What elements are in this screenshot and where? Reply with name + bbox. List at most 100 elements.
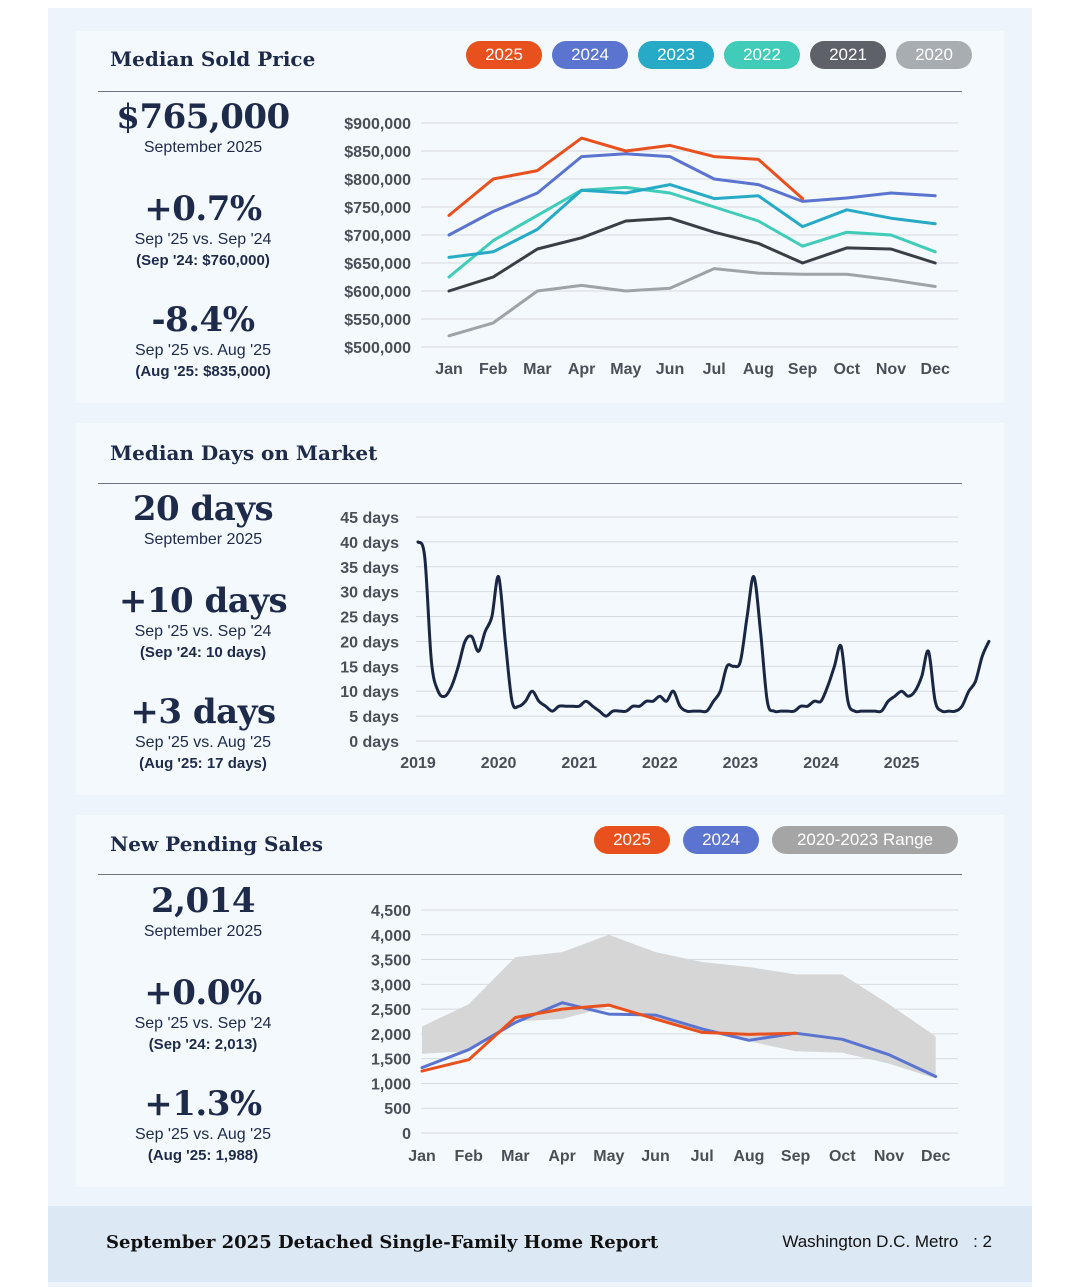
- dom-stats: 20 days September 2025 +10 days Sep '25 …: [98, 423, 308, 795]
- yoy-change: +10 days: [118, 581, 288, 621]
- series-line-2023: [447, 183, 937, 259]
- price-stats: $765,000 September 2025 +0.7% Sep '25 vs…: [98, 31, 308, 403]
- panel-title: New Pending Sales: [110, 832, 324, 856]
- dom-chart: 0 days 5 days 10 days 15 days 20 days 25 days…: [340, 510, 991, 772]
- pending-legend: 2025 2024 2020-2023 Range: [594, 826, 958, 856]
- y-tick-label: $850,000: [344, 144, 411, 161]
- mom-reference: (Aug '25: 1,988): [147, 1147, 259, 1164]
- series-line-2024: [447, 152, 937, 237]
- x-tick-label: Aug: [743, 361, 774, 378]
- x-tick-label: Sep: [788, 361, 818, 378]
- x-tick-label: Aug: [733, 1148, 764, 1165]
- y-tick-label: $650,000: [344, 256, 411, 273]
- dom-series-line: [416, 540, 991, 718]
- price-chart: $500,000 $550,000 $600,000 $650,000 $700,000…: [344, 116, 958, 378]
- y-tick-label: 20 days: [340, 634, 399, 651]
- y-tick-label: 5 days: [349, 709, 399, 726]
- x-tick-label: Mar: [523, 361, 551, 378]
- x-tick-label: Sep: [781, 1148, 811, 1165]
- x-tick-label: May: [593, 1148, 624, 1165]
- mom-reference: (Aug '25: $835,000): [135, 363, 271, 380]
- y-tick-label: 2,500: [371, 1002, 411, 1019]
- x-tick-label: Apr: [568, 361, 596, 378]
- series-line-2021: [447, 216, 937, 293]
- x-tick-label: 2022: [642, 755, 678, 772]
- x-tick-label: 2020: [481, 755, 517, 772]
- title-divider: [98, 874, 962, 875]
- x-tick-label: Jun: [641, 1148, 669, 1165]
- y-tick-label: 500: [384, 1101, 411, 1118]
- median-sold-price-panel: Median Sold Price 2025 2024 2023 2022 20…: [76, 31, 1004, 403]
- y-tick-label: 3,500: [371, 953, 411, 970]
- yoy-change: +0.0%: [144, 973, 262, 1013]
- x-tick-label: Feb: [454, 1148, 483, 1165]
- series-line-2022: [447, 185, 937, 279]
- legend-2021[interactable]: 2021: [810, 41, 886, 69]
- yoy-reference: (Sep '24: $760,000): [136, 252, 270, 269]
- legend-2023[interactable]: 2023: [638, 41, 714, 69]
- y-tick-label: $700,000: [344, 228, 411, 245]
- y-tick-label: $500,000: [344, 340, 411, 357]
- x-tick-label: 2021: [561, 755, 597, 772]
- legend-2024[interactable]: 2024: [552, 41, 628, 69]
- legend-2020[interactable]: 2020: [896, 41, 972, 69]
- y-tick-label: 15 days: [340, 659, 399, 676]
- y-tick-label: 45 days: [340, 510, 399, 527]
- main-label: September 2025: [143, 923, 263, 940]
- y-tick-label: 25 days: [340, 610, 399, 627]
- mom-change: +1.3%: [144, 1084, 262, 1124]
- mom-change: -8.4%: [151, 300, 255, 340]
- x-tick-label: 2023: [723, 755, 759, 772]
- y-tick-label: $800,000: [344, 172, 411, 189]
- x-tick-label: Jan: [408, 1148, 436, 1165]
- series-line-2025: [447, 136, 805, 217]
- y-tick-label: $600,000: [344, 284, 411, 301]
- price-legend: 2025 2024 2023 2022 2021 2020: [466, 41, 972, 71]
- footer-region: Washington D.C. Metro : 2: [782, 1232, 992, 1252]
- legend-2025[interactable]: 2025: [594, 826, 670, 854]
- series-line-2025: [420, 1003, 798, 1073]
- x-tick-label: 2024: [803, 755, 839, 772]
- y-tick-label: 2,000: [371, 1027, 411, 1044]
- report-title: September 2025 Detached Single-Family Ho…: [106, 1232, 659, 1253]
- region-name: Washington D.C. Metro: [782, 1232, 959, 1251]
- y-tick-label: 1,500: [371, 1052, 411, 1069]
- legend-2024[interactable]: 2024: [683, 826, 759, 854]
- yoy-label: Sep '25 vs. Sep '24: [134, 1015, 272, 1032]
- panel-title: Median Sold Price: [110, 47, 316, 71]
- x-tick-label: Feb: [479, 361, 508, 378]
- y-tick-label: $550,000: [344, 312, 411, 329]
- main-value: $765,000: [116, 97, 290, 137]
- main-label: September 2025: [143, 531, 263, 548]
- report-footer: September 2025 Detached Single-Family Ho…: [48, 1206, 1032, 1282]
- x-tick-label: Jul: [703, 361, 726, 378]
- y-tick-label: 4,500: [371, 903, 411, 920]
- x-tick-label: Dec: [921, 361, 950, 378]
- report-page: Median Sold Price 2025 2024 2023 2022 20…: [48, 8, 1032, 1287]
- yoy-change: +0.7%: [144, 189, 262, 229]
- y-tick-label: $750,000: [344, 200, 411, 217]
- y-tick-label: 0: [402, 1126, 411, 1143]
- main-value: 20 days: [132, 489, 274, 529]
- legend-2022[interactable]: 2022: [724, 41, 800, 69]
- y-tick-label: 40 days: [340, 535, 399, 552]
- new-pending-sales-panel: New Pending Sales 2025 2024 2020-2023 Ra…: [76, 815, 1004, 1187]
- x-tick-label: Jan: [435, 361, 463, 378]
- title-divider: [98, 91, 962, 92]
- mom-label: Sep '25 vs. Aug '25: [135, 734, 271, 751]
- yoy-reference: (Sep '24: 2,013): [148, 1036, 258, 1053]
- legend-range[interactable]: 2020-2023 Range: [772, 826, 958, 854]
- y-tick-label: 10 days: [340, 684, 399, 701]
- main-value: 2,014: [151, 881, 255, 921]
- mom-label: Sep '25 vs. Aug '25: [135, 342, 271, 359]
- x-tick-label: Apr: [548, 1148, 576, 1165]
- title-divider: [98, 483, 962, 484]
- y-tick-label: 35 days: [340, 560, 399, 577]
- page-number: : 2: [973, 1232, 992, 1251]
- mom-reference: (Aug '25: 17 days): [139, 755, 267, 772]
- x-tick-label: Nov: [874, 1148, 904, 1165]
- yoy-reference: (Sep '24: 10 days): [139, 644, 267, 661]
- x-tick-label: Oct: [829, 1148, 856, 1165]
- y-tick-label: 1,000: [371, 1076, 411, 1093]
- legend-2025[interactable]: 2025: [466, 41, 542, 69]
